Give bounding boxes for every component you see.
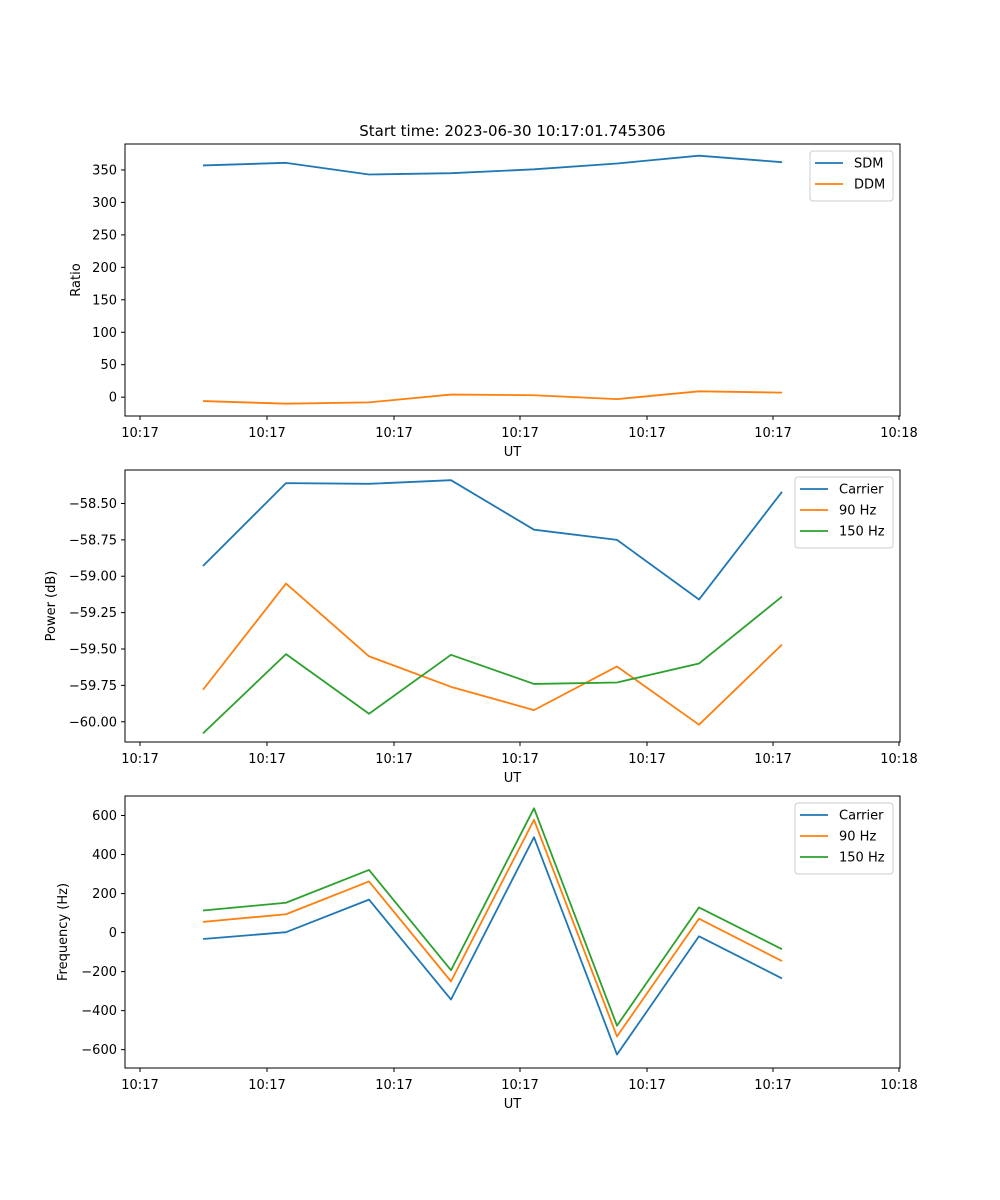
power-legend-label-90-hz: 90 Hz bbox=[839, 504, 876, 519]
frequency-series-90-hz-line bbox=[202, 818, 783, 1038]
frequency-y-tick-label: −200 bbox=[81, 965, 117, 980]
power-x-tick-label: 10:17 bbox=[501, 752, 538, 767]
ratio-y-tick-label: 150 bbox=[92, 293, 117, 308]
ratio-x-tick-label: 10:17 bbox=[628, 426, 665, 441]
figure-title: Start time: 2023-06-30 10:17:01.745306 bbox=[359, 122, 665, 140]
frequency-legend: Carrier 90 Hz 150 Hz bbox=[794, 802, 894, 875]
frequency-ticks-layer: −600 −400 −200 0 200 400 600 10:17 10:17 10:17 10:… bbox=[81, 809, 917, 1093]
ratio-y-tick-label: 250 bbox=[92, 228, 117, 243]
panel-power: −60.00 −59.75 −59.50 −59.25 −59.00 −58.75 −58.… bbox=[44, 469, 918, 786]
frequency-x-tick-label: 10:17 bbox=[248, 1078, 285, 1093]
frequency-legend-label-90-hz: 90 Hz bbox=[839, 830, 876, 845]
power-legend-label-150-hz: 150 Hz bbox=[839, 525, 885, 540]
ratio-x-tick-label: 10:17 bbox=[501, 426, 538, 441]
ratio-x-tick-label: 10:17 bbox=[375, 426, 412, 441]
ratio-legend: SDM DDM bbox=[809, 150, 894, 202]
power-x-tick-label: 10:17 bbox=[375, 752, 412, 767]
power-x-tick-label: 10:18 bbox=[880, 752, 917, 767]
power-y-tick-label: −59.00 bbox=[69, 570, 117, 585]
power-ticks-layer: −60.00 −59.75 −59.50 −59.25 −59.00 −58.75 −58.… bbox=[69, 497, 918, 767]
power-y-tick-label: −59.25 bbox=[69, 606, 117, 621]
power-legend: Carrier 90 Hz 150 Hz bbox=[794, 476, 894, 549]
power-y-tick-label: −59.75 bbox=[69, 679, 117, 694]
frequency-y-tick-label: 200 bbox=[92, 887, 117, 902]
ratio-series-layer bbox=[202, 154, 783, 405]
power-x-tick-label: 10:17 bbox=[248, 752, 285, 767]
ratio-y-tick-label: 200 bbox=[92, 261, 117, 276]
ratio-series-sdm-line bbox=[202, 154, 783, 176]
power-y-tick-label: −58.75 bbox=[69, 533, 117, 548]
ratio-x-tick-label: 10:18 bbox=[880, 426, 917, 441]
ratio-x-tick-label: 10:17 bbox=[121, 426, 158, 441]
panel-ratio: 0 50 100 150 200 250 300 350 10:17 10:17 10:17 10:1… bbox=[69, 143, 918, 460]
ratio-x-axis-label: UT bbox=[504, 445, 522, 460]
frequency-y-tick-label: −400 bbox=[81, 1004, 117, 1019]
ratio-x-tick-label: 10:17 bbox=[754, 426, 791, 441]
ratio-legend-label-ddm: DDM bbox=[854, 178, 885, 193]
frequency-y-axis-label: Frequency (Hz) bbox=[56, 883, 71, 981]
frequency-x-tick-label: 10:17 bbox=[121, 1078, 158, 1093]
ratio-y-tick-label: 0 bbox=[109, 391, 117, 406]
frequency-axes-frame bbox=[124, 795, 901, 1069]
power-series-layer bbox=[202, 479, 783, 735]
frequency-x-tick-label: 10:17 bbox=[375, 1078, 412, 1093]
frequency-y-tick-label: 400 bbox=[92, 848, 117, 863]
frequency-series-carrier-line bbox=[202, 836, 783, 1056]
ratio-legend-label-sdm: SDM bbox=[854, 157, 883, 172]
ratio-y-tick-label: 50 bbox=[100, 358, 117, 373]
frequency-x-tick-label: 10:17 bbox=[628, 1078, 665, 1093]
frequency-y-tick-label: 0 bbox=[109, 926, 117, 941]
power-x-tick-label: 10:17 bbox=[754, 752, 791, 767]
ratio-y-axis-label: Ratio bbox=[69, 263, 84, 296]
frequency-x-tick-label: 10:17 bbox=[754, 1078, 791, 1093]
power-x-axis-label: UT bbox=[504, 771, 522, 786]
power-series-150-hz-line bbox=[202, 595, 783, 735]
power-axes-frame bbox=[124, 469, 901, 743]
frequency-y-tick-label: 600 bbox=[92, 809, 117, 824]
power-series-carrier-line bbox=[202, 479, 783, 601]
ratio-series-ddm-line bbox=[202, 390, 783, 405]
frequency-series-150-hz-line bbox=[202, 807, 783, 1027]
power-x-tick-label: 10:17 bbox=[628, 752, 665, 767]
frequency-x-tick-label: 10:17 bbox=[501, 1078, 538, 1093]
ratio-axes-frame bbox=[124, 143, 901, 417]
power-y-tick-label: −60.00 bbox=[69, 715, 117, 730]
frequency-legend-label-carrier: Carrier bbox=[839, 809, 884, 824]
frequency-x-axis-label: UT bbox=[504, 1097, 522, 1112]
frequency-series-layer bbox=[202, 807, 783, 1056]
ratio-y-tick-label: 100 bbox=[92, 326, 117, 341]
ratio-y-tick-label: 350 bbox=[92, 163, 117, 178]
power-series-90-hz-line bbox=[202, 582, 783, 726]
ratio-ticks-layer: 0 50 100 150 200 250 300 350 10:17 10:17 10:17 10:1… bbox=[92, 163, 918, 441]
power-x-tick-label: 10:17 bbox=[121, 752, 158, 767]
frequency-legend-label-150-hz: 150 Hz bbox=[839, 851, 885, 866]
panel-frequency: −600 −400 −200 0 200 400 600 10:17 10:17 10:17 10:… bbox=[56, 795, 918, 1112]
power-y-axis-label: Power (dB) bbox=[44, 571, 59, 642]
frequency-x-tick-label: 10:18 bbox=[880, 1078, 917, 1093]
ratio-y-tick-label: 300 bbox=[92, 196, 117, 211]
frequency-y-tick-label: −600 bbox=[81, 1043, 117, 1058]
power-legend-label-carrier: Carrier bbox=[839, 483, 884, 498]
ratio-x-tick-label: 10:17 bbox=[248, 426, 285, 441]
power-y-tick-label: −59.50 bbox=[69, 643, 117, 658]
power-y-tick-label: −58.50 bbox=[69, 497, 117, 512]
